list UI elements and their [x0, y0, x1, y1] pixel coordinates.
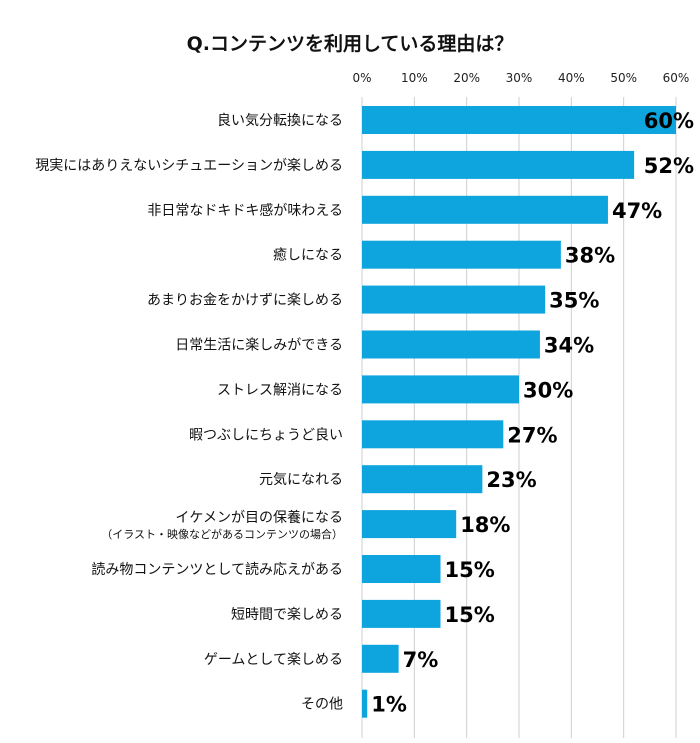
x-tick-label: 50%: [610, 71, 637, 85]
value-label: 35%: [549, 289, 599, 313]
value-label: 15%: [445, 603, 495, 627]
category-note: （イラスト・映像などがあるコンテンツの場合）: [101, 527, 343, 541]
bar: [362, 420, 504, 449]
x-tick-label: 10%: [401, 71, 428, 85]
category-label: 暇つぶしにちょうど良い: [189, 427, 343, 443]
chart-title: Q.コンテンツを利用している理由は？: [187, 32, 514, 55]
category-label: ストレス解消になる: [217, 382, 343, 398]
x-tick-label: 30%: [506, 71, 533, 85]
category-label: 現実にはありえないシチュエーションが楽しめる: [35, 158, 343, 174]
bar: [362, 285, 546, 314]
bar: [362, 555, 441, 583]
bar: [362, 330, 540, 359]
value-label: 15%: [445, 558, 495, 582]
category-label: その他: [301, 697, 343, 713]
value-label: 7%: [403, 648, 439, 672]
value-label: 18%: [460, 513, 510, 537]
value-label: 34%: [544, 334, 594, 358]
value-label: 23%: [486, 468, 536, 492]
bar: [362, 150, 635, 179]
grid: [361, 97, 677, 738]
value-label: 30%: [523, 378, 573, 402]
value-label: 1%: [371, 693, 407, 717]
bars: [362, 106, 676, 718]
value-label: 38%: [565, 244, 615, 268]
category-label: イケメンが目の保養になる: [175, 509, 343, 526]
value-label: 52%: [644, 154, 694, 178]
category-label: 良い気分転換になる: [217, 113, 343, 129]
category-label: 元気になれる: [259, 472, 343, 488]
x-tick-label: 60%: [663, 71, 690, 85]
category-label: 読み物コンテンツとして読み応えがある: [91, 561, 343, 578]
bar: [362, 644, 399, 673]
value-label: 60%: [644, 109, 694, 133]
x-tick-label: 20%: [453, 71, 480, 85]
bar: [362, 465, 483, 494]
category-label: 短時間で楽しめる: [231, 607, 343, 623]
bar: [362, 375, 519, 404]
value-label: 47%: [612, 199, 662, 223]
category-label: あまりお金をかけずに楽しめる: [147, 293, 343, 309]
bar: [362, 599, 441, 628]
bar: [362, 106, 676, 134]
bar: [362, 195, 608, 224]
category-label: ゲームとして楽しめる: [204, 652, 343, 668]
bar: [362, 689, 368, 718]
value-label: 27%: [507, 423, 557, 447]
bar: [362, 510, 457, 539]
category-label: 非日常なドキドキ感が味わえる: [147, 202, 343, 219]
x-tick-label: 40%: [558, 71, 585, 85]
category-labels: 良い気分転換になる現実にはありえないシチュエーションが楽しめる非日常なドキドキ感…: [35, 113, 343, 713]
value-labels: 60%52%47%38%35%34%30%27%23%18%15%15%7%1%: [371, 109, 694, 717]
bar: [362, 240, 561, 269]
category-label: 日常生活に楽しみができる: [175, 338, 343, 354]
x-tick-label: 0%: [352, 71, 371, 85]
x-axis-ticks: 0% 10% 20% 30% 40% 50% 60%: [352, 71, 689, 85]
category-label: 癒しになる: [273, 248, 343, 264]
